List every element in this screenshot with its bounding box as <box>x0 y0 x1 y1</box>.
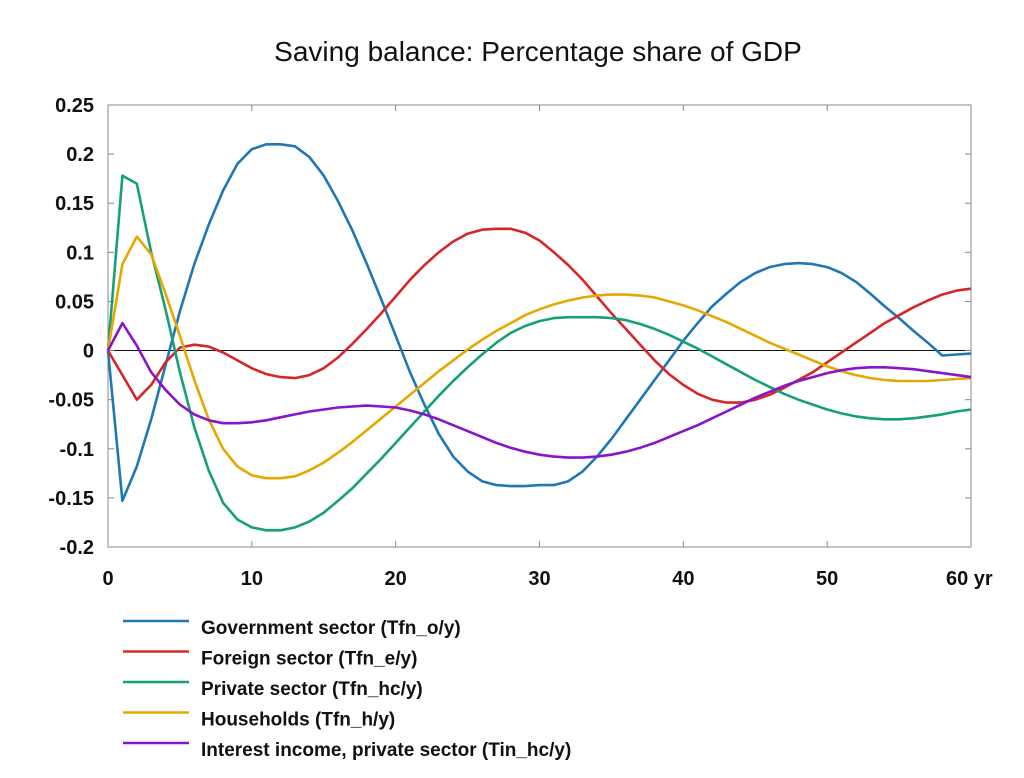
x-tick-label: 50 <box>816 568 838 590</box>
x-tick-label: 40 <box>672 568 694 590</box>
legend-label: Interest income, private sector (Tin_hc/… <box>201 740 571 761</box>
y-axis: 0.25 0.2 0.15 0.1 0.05 0 -0.05 -0.1 -0.15 -0.2 <box>48 95 971 559</box>
legend: Government sector (Tfn_o/y) Foreign secto… <box>123 618 571 761</box>
x-axis: 0 10 20 30 40 50 60 yr <box>102 105 993 590</box>
x-tick-label: 30 <box>528 568 550 590</box>
x-tick-label: 10 <box>241 568 263 590</box>
x-tick-label: 0 <box>102 568 113 590</box>
y-tick-label: -0.2 <box>60 537 94 559</box>
x-tick-label: 60 yr <box>946 568 993 590</box>
series-line-2 <box>106 227 972 404</box>
y-tick-label: 0.15 <box>55 193 94 215</box>
y-tick-label: 0.2 <box>66 144 94 166</box>
series-line-3 <box>106 174 972 532</box>
chart-title: Saving balance: Percentage share of GDP <box>274 36 802 67</box>
x-tick-label: 20 <box>385 568 407 590</box>
legend-label: Foreign sector (Tfn_e/y) <box>201 649 417 670</box>
series-line-4 <box>106 235 972 480</box>
series-line-1 <box>106 143 972 503</box>
y-tick-label: -0.05 <box>48 390 94 412</box>
series-lines <box>106 143 972 532</box>
y-tick-label: 0.1 <box>66 242 94 264</box>
legend-label: Government sector (Tfn_o/y) <box>201 618 461 639</box>
y-tick-label: 0.05 <box>55 291 94 313</box>
y-tick-label: 0.25 <box>55 95 94 117</box>
legend-label: Households (Tfn_h/y) <box>201 710 395 731</box>
legend-label: Private sector (Tfn_hc/y) <box>201 679 423 700</box>
y-tick-label: 0 <box>83 341 94 363</box>
series-line-5 <box>106 321 972 459</box>
y-tick-label: -0.15 <box>48 488 94 510</box>
plot-frame <box>107 104 972 548</box>
y-tick-label: -0.1 <box>60 439 94 461</box>
